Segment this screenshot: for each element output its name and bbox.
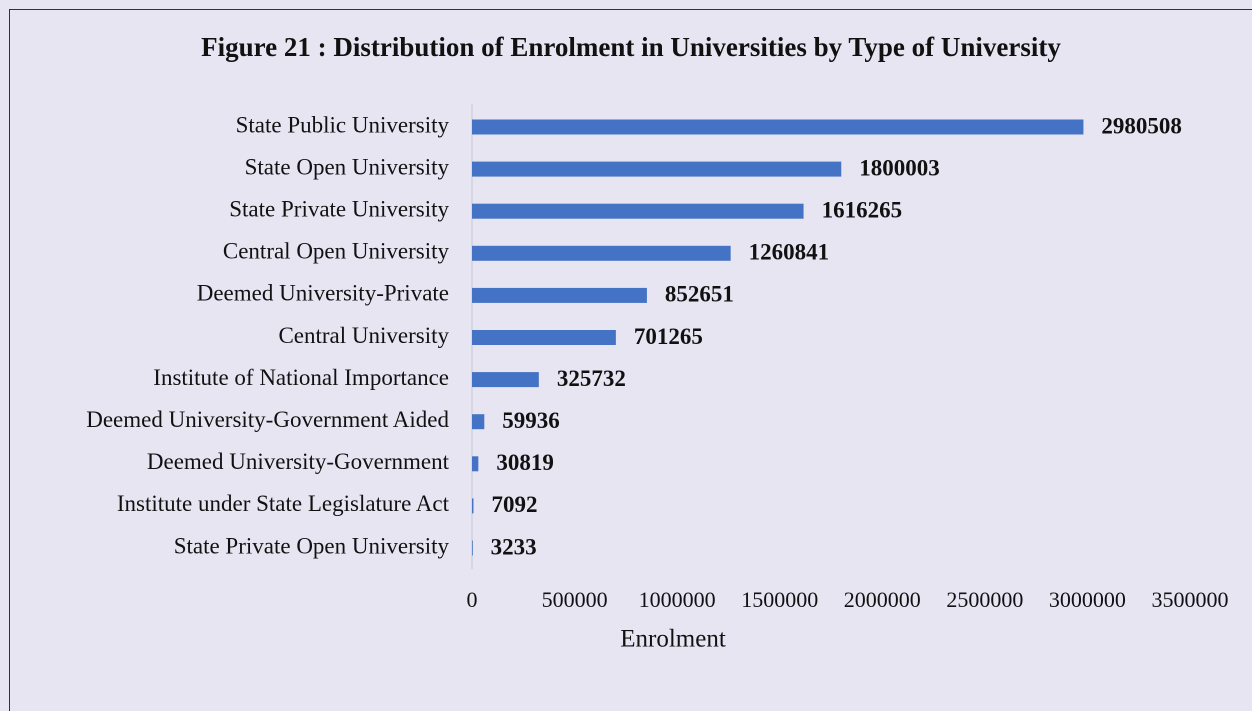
data-label: 30819 — [496, 450, 553, 475]
x-tick-label: 0 — [467, 587, 478, 612]
bar — [472, 372, 539, 388]
x-tick-label: 2000000 — [844, 587, 921, 612]
x-tick-label: 1000000 — [639, 587, 716, 612]
x-axis-title: Enrolment — [620, 626, 726, 653]
bar — [472, 245, 731, 261]
bar — [472, 287, 647, 303]
y-tick-label: State Public University — [236, 112, 450, 137]
y-tick-label: Central Open University — [223, 239, 450, 264]
x-tick-label: 500000 — [542, 587, 608, 612]
y-tick-label: Central University — [278, 323, 449, 348]
bar — [472, 414, 485, 430]
chart-title: Figure 21 : Distribution of Enrolment in… — [201, 32, 1061, 62]
data-label: 1260841 — [749, 240, 830, 265]
data-label: 2980508 — [1101, 113, 1182, 138]
y-tick-label: State Private University — [229, 196, 449, 221]
x-tick-label: 3000000 — [1049, 587, 1126, 612]
data-label: 325732 — [557, 366, 626, 391]
x-tick-label: 2500000 — [946, 587, 1023, 612]
data-label: 852651 — [665, 282, 734, 307]
x-tick-label: 1500000 — [741, 587, 818, 612]
data-label: 3233 — [491, 534, 537, 559]
bar — [472, 203, 804, 219]
y-tick-label: Institute under State Legislature Act — [117, 491, 450, 516]
x-tick-label: 3500000 — [1152, 587, 1229, 612]
bar — [472, 161, 842, 177]
data-label: 1616265 — [822, 197, 903, 222]
data-label: 7092 — [491, 492, 537, 517]
y-tick-label: State Open University — [245, 154, 450, 179]
bar — [472, 330, 616, 345]
data-label: 1800003 — [859, 155, 940, 180]
y-tick-label: Deemed University-Government Aided — [86, 407, 449, 432]
data-label: 701265 — [634, 324, 703, 349]
y-tick-label: Institute of National Importance — [153, 365, 449, 390]
bar — [472, 456, 479, 472]
bar — [472, 498, 474, 514]
y-tick-label: State Private Open University — [174, 533, 450, 558]
data-label: 59936 — [502, 408, 559, 433]
y-tick-label: Deemed University-Government — [147, 449, 450, 474]
y-tick-label: Deemed University-Private — [197, 281, 449, 306]
bar — [472, 119, 1084, 135]
bar — [472, 540, 473, 556]
